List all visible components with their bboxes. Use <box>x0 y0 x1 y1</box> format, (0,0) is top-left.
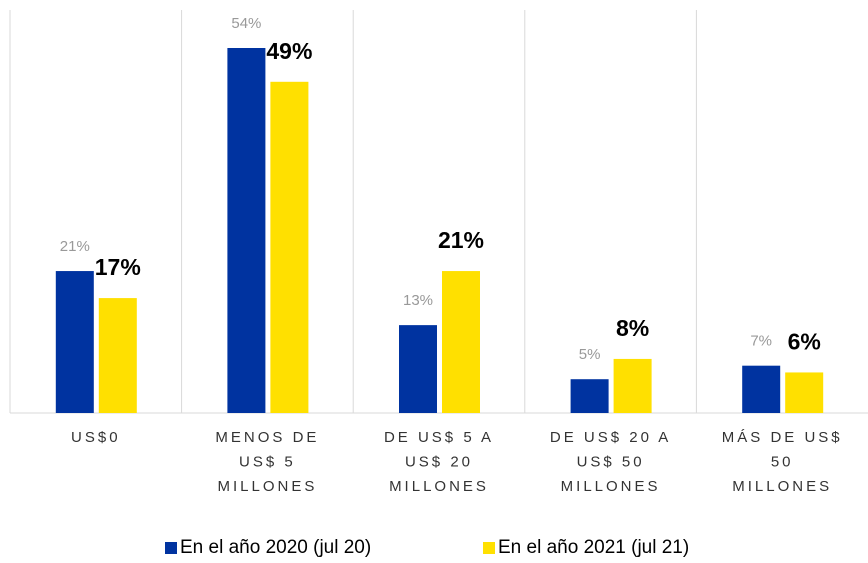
value-label: 21% <box>438 227 484 253</box>
value-label: 13% <box>403 292 433 309</box>
x-tick-label: MÁS DE US$ <box>722 429 843 446</box>
x-tick-label: US$ 20 <box>405 453 473 470</box>
value-label: 8% <box>616 315 649 341</box>
value-label: 5% <box>579 346 601 363</box>
bar <box>442 271 480 413</box>
x-tick-label: MILLONES <box>561 478 661 495</box>
x-tick-label: DE US$ 20 A <box>550 429 671 446</box>
x-tick-label: MENOS DE <box>215 429 319 446</box>
legend-swatch <box>165 542 177 554</box>
x-tick-label: US$ 50 <box>577 453 645 470</box>
bar <box>785 372 824 413</box>
bar <box>227 48 266 413</box>
x-tick-label: US$0 <box>71 429 121 446</box>
bar <box>570 379 609 413</box>
legend-swatch <box>483 542 495 554</box>
legend-label: En el año 2020 (jul 20) <box>180 537 371 558</box>
x-tick-label: US$ 5 <box>239 453 296 470</box>
value-label: 49% <box>266 38 312 64</box>
value-label: 21% <box>60 238 90 255</box>
x-tick-label: MILLONES <box>217 478 317 495</box>
x-tick-label: DE US$ 5 A <box>384 429 494 446</box>
value-label: 7% <box>750 333 772 350</box>
value-label: 17% <box>95 254 141 280</box>
value-label: 54% <box>231 15 261 32</box>
bar <box>399 325 437 413</box>
bar <box>270 81 309 413</box>
x-tick-label: MILLONES <box>389 478 489 495</box>
bar <box>742 365 781 413</box>
legend-label: En el año 2021 (jul 21) <box>498 537 689 558</box>
bar <box>98 298 137 413</box>
x-tick-label: MILLONES <box>732 478 832 495</box>
value-label: 6% <box>788 329 821 355</box>
bar <box>55 271 94 413</box>
x-tick-label: 50 <box>771 453 794 470</box>
bar <box>613 358 652 413</box>
